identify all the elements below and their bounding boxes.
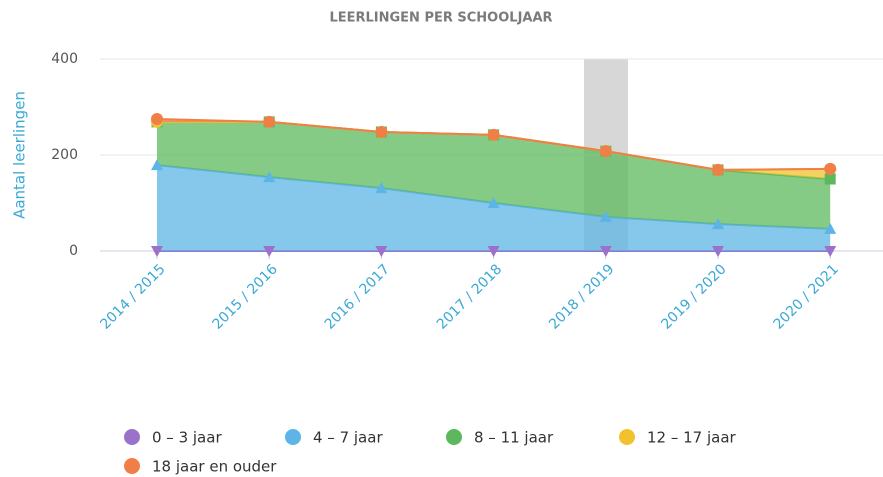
legend-swatch (285, 429, 301, 445)
x-tick-label: 2019 / 2020 (658, 261, 729, 332)
marker (487, 197, 500, 208)
marker (599, 210, 612, 222)
legend-swatch (124, 458, 140, 474)
legend-swatch (124, 429, 140, 445)
legend-swatch (446, 429, 462, 445)
legend-item[interactable]: 18 jaar en ouder (124, 458, 277, 476)
marker (375, 125, 388, 138)
marker (263, 115, 276, 128)
marker (263, 171, 276, 183)
marker (824, 222, 837, 234)
x-tick-label: 2014 / 2015 (97, 261, 168, 332)
marker (599, 145, 612, 158)
marker (263, 246, 276, 257)
marker (487, 128, 500, 141)
legend-label: 12 – 17 jaar (647, 429, 737, 447)
y-tick-label: 400 (51, 51, 78, 67)
marker (712, 218, 724, 230)
y-tick-label: 200 (51, 147, 78, 163)
legend-label: 0 – 3 jaar (152, 429, 222, 447)
x-tick-label: 2020 / 2021 (771, 261, 842, 332)
x-tick-label: 2016 / 2017 (322, 261, 393, 332)
chart-title: LEERLINGEN PER SCHOOLJAAR (329, 11, 552, 26)
marker (151, 246, 163, 257)
legend-item[interactable]: 12 – 17 jaar (619, 429, 737, 447)
area (157, 121, 831, 229)
legend-label: 18 jaar en ouder (152, 458, 277, 476)
marker (151, 159, 163, 171)
marker (599, 246, 612, 257)
x-tick-label: 2015 / 2016 (210, 261, 281, 332)
legend-item[interactable]: 0 – 3 jaar (124, 429, 222, 447)
x-tick-label: 2017 / 2018 (434, 261, 505, 332)
marker (375, 246, 388, 257)
marker (824, 246, 837, 257)
y-tick-label: 0 (69, 243, 78, 259)
legend-item[interactable]: 4 – 7 jaar (285, 429, 383, 447)
marker (824, 162, 837, 175)
marker (712, 246, 724, 257)
y-axis-label: Aantal leerlingen (11, 91, 29, 219)
marker (375, 182, 388, 194)
legend-item[interactable]: 8 – 11 jaar (446, 429, 554, 447)
legend-swatch (619, 429, 635, 445)
legend-label: 8 – 11 jaar (474, 429, 554, 447)
marker (824, 173, 836, 185)
area (157, 165, 831, 251)
x-tick-label: 2018 / 2019 (546, 261, 617, 332)
marker (151, 113, 163, 125)
legend-label: 4 – 7 jaar (313, 429, 383, 447)
marker (487, 246, 500, 257)
marker (712, 163, 724, 176)
area (157, 121, 831, 179)
